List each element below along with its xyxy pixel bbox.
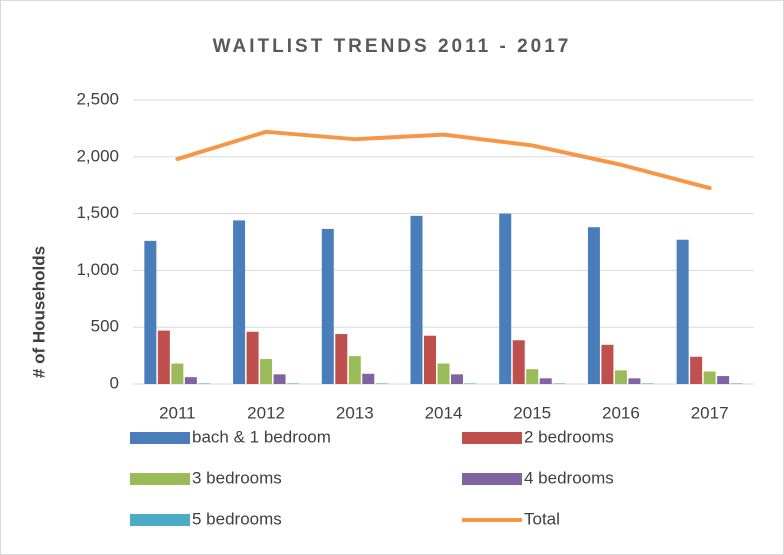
bar [335,334,348,384]
bar [703,371,716,384]
legend-swatch [130,514,190,526]
x-tick-label: 2011 [159,403,196,422]
y-tick-label: 500 [91,317,119,336]
bar [157,330,170,384]
bar [464,383,477,384]
legend-label: 5 bedrooms [192,509,282,528]
bar [260,359,273,384]
bar [601,344,614,384]
bar [198,383,211,384]
bar [539,378,552,384]
legend-label: 4 bedrooms [524,468,614,487]
line-series [175,129,712,191]
bar [587,227,600,384]
bar [348,356,361,384]
bar [233,220,246,384]
bar [526,369,539,384]
bar [717,376,730,384]
bar [641,383,654,384]
bar [171,363,184,384]
x-tick-label: 2013 [336,403,374,422]
legend-swatch [462,473,522,485]
x-tick-label: 2017 [691,403,729,422]
legend-swatch [462,432,522,444]
x-tick-label: 2015 [513,403,551,422]
bar [273,374,286,384]
chart-title: WAITLIST TRENDS 2011 - 2017 [213,36,572,57]
legend-swatch [130,432,190,444]
legend-swatch [130,473,190,485]
x-tick-label: 2012 [247,403,285,422]
bar [184,377,197,384]
bar [628,378,641,384]
y-axis-label: # of Households [29,246,48,378]
bar [362,373,375,384]
legend-label: Total [524,509,560,528]
bar [287,383,300,384]
bar [553,383,566,384]
y-tick-label: 2,000 [76,146,119,165]
y-tick-label: 0 [110,373,119,392]
bar [375,383,388,384]
legend-label: 2 bedrooms [524,427,614,446]
bar [730,383,743,384]
bar [614,370,627,384]
bar [499,213,512,384]
bar [512,340,525,384]
bar [144,240,157,384]
legend-label: 3 bedrooms [192,468,282,487]
bar [246,331,259,384]
bar [424,335,436,384]
y-tick-label: 2,500 [76,89,119,108]
bar [676,239,689,384]
bar [690,356,703,384]
bar [437,363,450,384]
y-tick-label: 1,000 [76,260,119,279]
bar [451,374,463,384]
x-tick-label: 2016 [602,403,640,422]
x-tick-label: 2014 [425,403,463,422]
bar [410,215,423,384]
legend-label: bach & 1 bedroom [192,427,331,446]
y-tick-label: 1,500 [76,203,119,222]
bar [321,228,334,384]
